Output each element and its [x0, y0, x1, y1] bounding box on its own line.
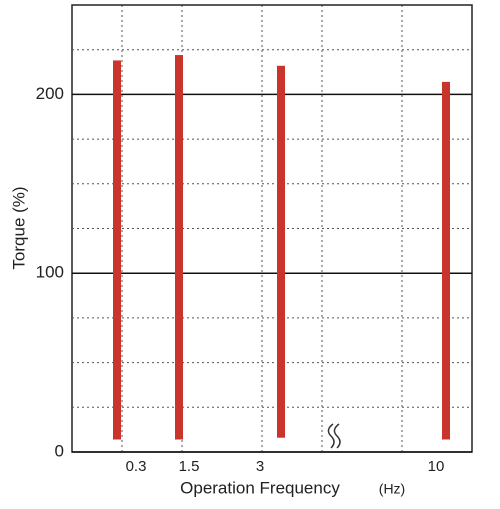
y-tick-label: 100 [36, 263, 64, 282]
x-tick-label: 3 [256, 458, 264, 475]
y-tick-label: 200 [36, 84, 64, 103]
bar [277, 65, 285, 438]
bar [113, 60, 121, 440]
x-axis-label: Operation Frequency [180, 478, 340, 497]
bar [175, 55, 183, 440]
x-axis-unit: (Hz) [379, 481, 405, 497]
x-tick-label: 1.5 [179, 458, 200, 475]
y-axis-label: Torque (%) [9, 186, 28, 269]
x-tick-label: 0.3 [126, 458, 147, 475]
bar [442, 81, 450, 440]
x-tick-label: 10 [428, 458, 445, 475]
axis-break [327, 423, 341, 449]
y-tick-label: 0 [55, 441, 64, 460]
